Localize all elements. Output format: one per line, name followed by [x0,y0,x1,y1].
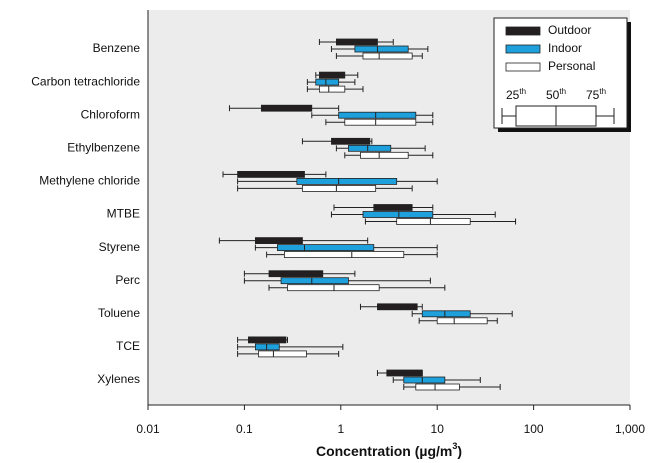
box [436,317,488,325]
percentile-number: 75 [586,88,600,102]
percentile-label: 50th [546,87,566,102]
box [319,85,346,93]
x-axis-title-text: Concentration (µg/m [316,443,452,459]
box [377,303,418,311]
y-tick-label: Benzene [93,41,141,55]
box [268,270,324,278]
box [277,244,375,252]
box [254,343,280,351]
percentile-number: 50 [546,88,560,102]
y-tick-label: Toluene [98,306,140,320]
percentile-suffix: th [559,87,566,96]
percentile-suffix: th [519,87,526,96]
legend-label: Outdoor [548,23,591,37]
y-tick-label: Carbon tetrachloride [31,74,140,88]
box [360,151,409,159]
legend-label: Indoor [548,41,582,55]
y-tick-label: Chloroform [81,107,140,121]
legend-swatch [505,26,541,36]
x-tick-label: 0.1 [236,422,253,436]
x-axis-title: Concentration (µg/m3) [316,441,462,458]
box [386,369,423,377]
x-tick-label: 0.01 [136,422,160,436]
box [421,310,471,318]
x-tick-label: 10 [431,422,445,436]
box [260,104,313,112]
box [331,137,371,145]
box [319,71,346,79]
box [315,78,340,86]
box [254,237,303,245]
box [415,383,460,391]
box [296,177,398,185]
box [237,170,305,178]
percentile-label: 25th [506,87,526,102]
box [396,218,471,225]
box [302,184,377,192]
legend-swatch [505,44,541,54]
legend-swatch [505,62,541,72]
box [247,336,287,344]
box [258,350,307,358]
box [348,144,392,152]
box [338,111,417,119]
x-tick-label: 1 [337,422,344,436]
x-axis-title-end: ) [457,443,462,459]
y-tick-label: Methylene chloride [39,174,140,188]
box [354,45,409,53]
box [344,118,417,126]
box [403,376,446,384]
y-tick-label: MTBE [107,207,140,221]
percentile-label: 75th [586,87,606,102]
box [362,211,434,218]
box [335,38,378,46]
box [287,284,380,292]
legend-label: Personal [548,59,595,73]
box [362,52,413,60]
x-tick-label: 100 [524,422,544,436]
y-tick-label: TCE [116,339,140,353]
percentile-number: 25 [506,88,520,102]
x-axis-title-sup: 3 [452,441,457,451]
y-tick-label: Ethylbenzene [67,140,140,154]
box [284,251,405,259]
box [280,277,349,285]
x-tick-label: 1,000 [615,422,645,436]
y-tick-label: Perc [115,273,140,287]
y-tick-label: Styrene [99,240,141,254]
y-tick-label: Xylenes [97,372,140,386]
percentile-suffix: th [599,87,606,96]
